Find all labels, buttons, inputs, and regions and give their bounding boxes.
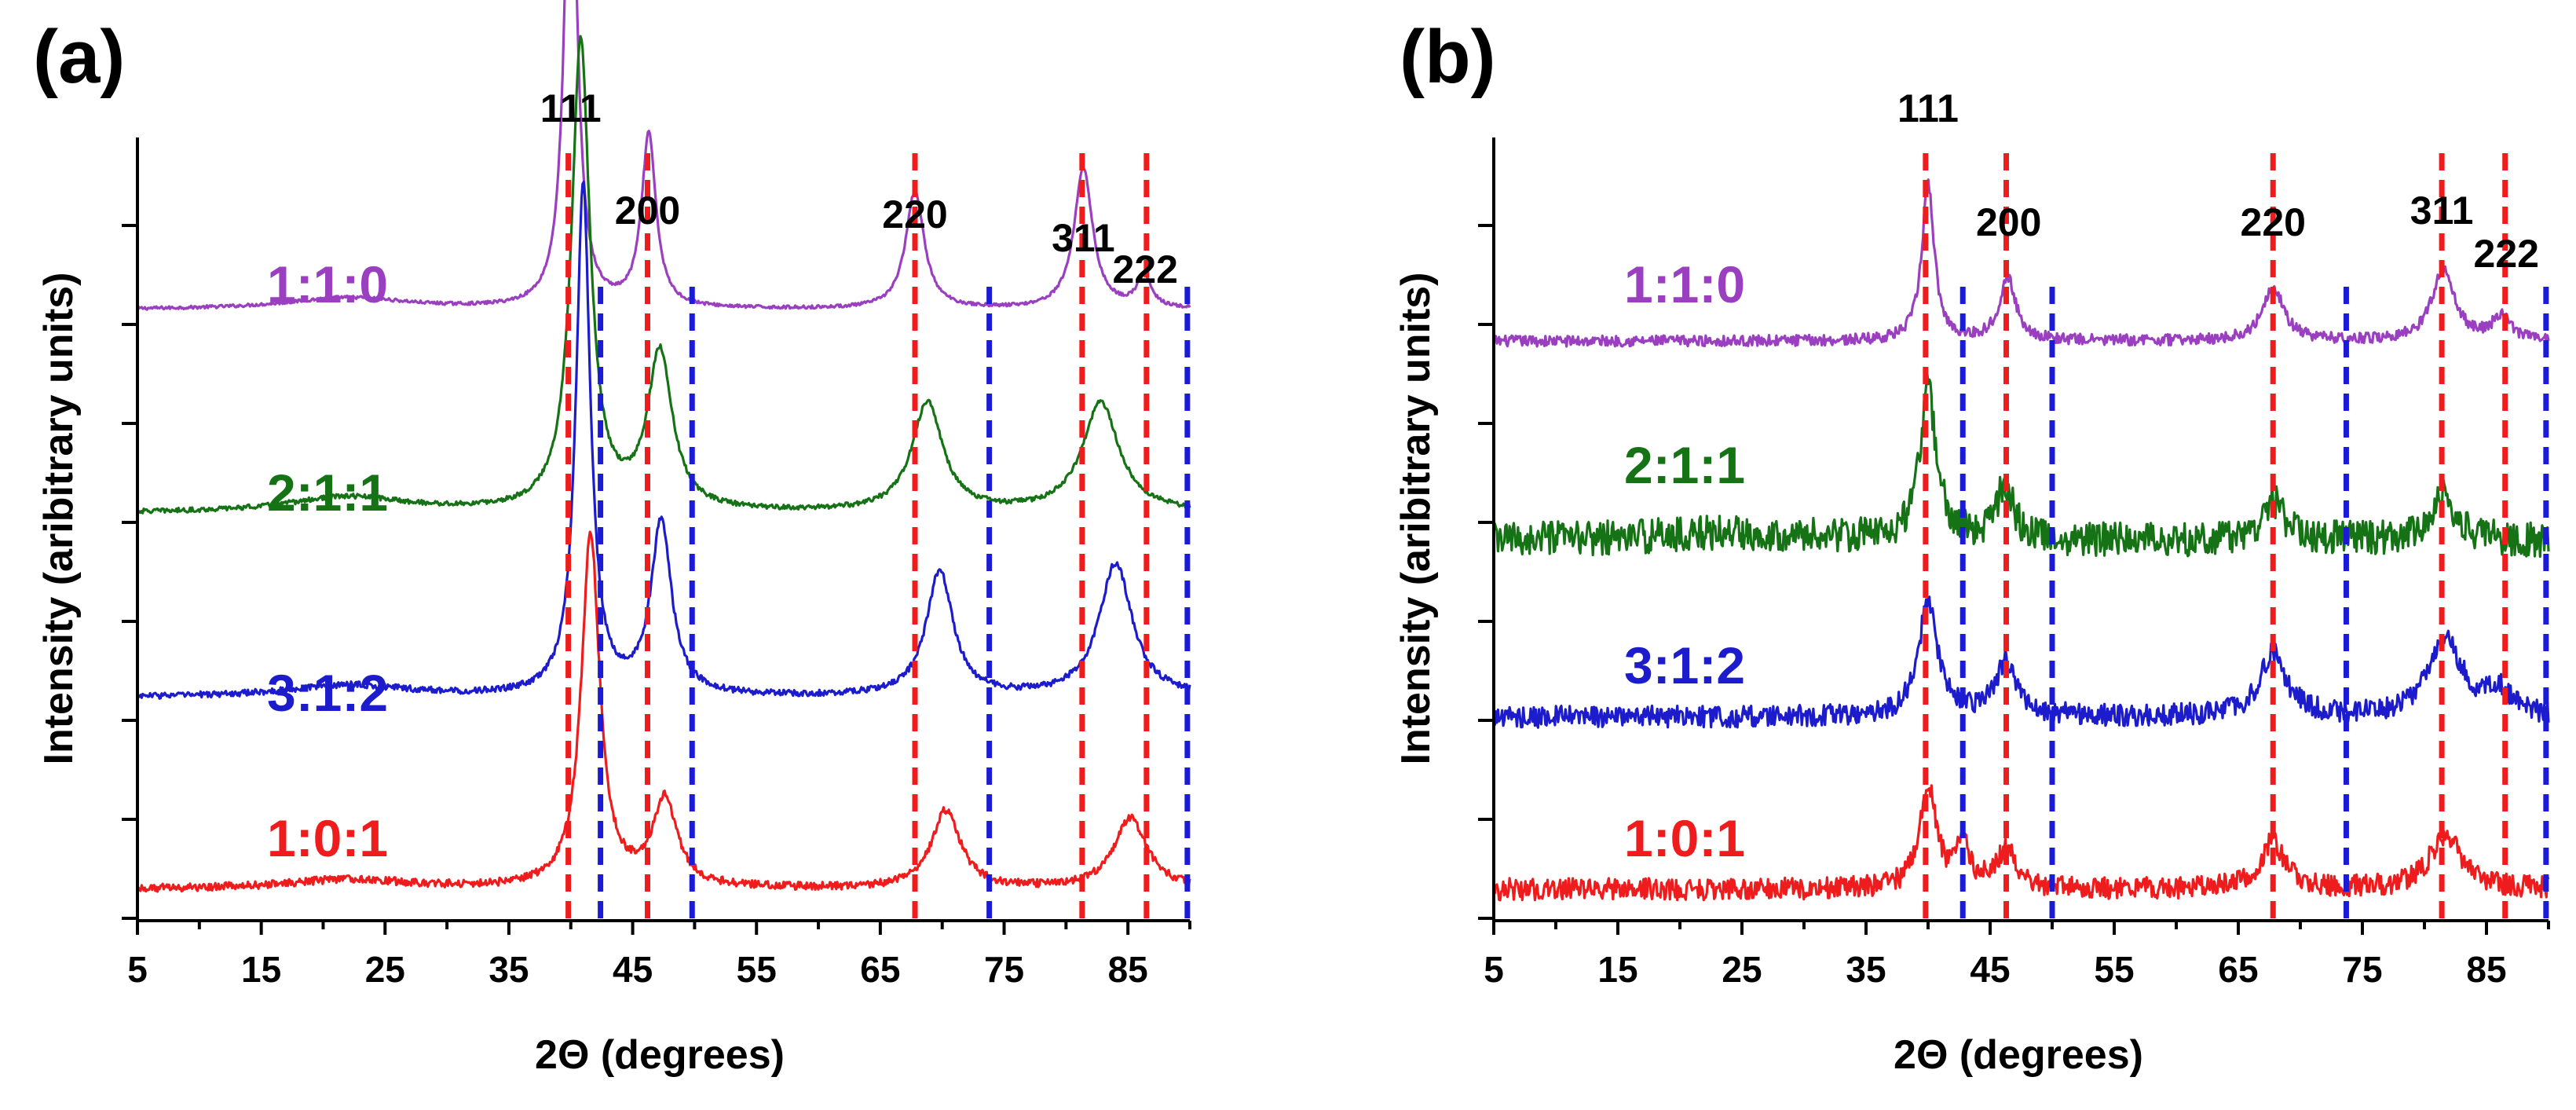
series-label-1-0-1: 1:0:1	[267, 809, 388, 867]
panel-a: (a) Intensity (aribitrary units) 2Θ (deg…	[33, 0, 1191, 1078]
panel-a-traces	[136, 0, 1191, 893]
x-tick-label: 35	[1846, 949, 1886, 990]
peak-label-111: 111	[540, 86, 602, 130]
x-tick-label: 45	[1970, 949, 2010, 990]
peak-label-311: 311	[1052, 216, 1115, 260]
series-label-3-1-2: 3:1:2	[267, 664, 388, 722]
panel-a-series-labels: 1:1:0 2:1:1 3:1:2 1:0:1	[267, 255, 388, 867]
panel-a-y-axis-title: Intensity (aribitrary units)	[36, 273, 82, 765]
x-tick-label: 25	[1722, 949, 1762, 990]
panel-b-label: (b)	[1400, 15, 1496, 99]
x-tick-label: 15	[1597, 949, 1637, 990]
peak-label-200: 200	[615, 189, 680, 233]
panel-a-axes	[136, 137, 1190, 922]
panel-a-reference-lines	[565, 153, 1191, 921]
panel-a-x-axis-title: 2Θ (degrees)	[535, 1032, 785, 1078]
panel-b-x-ticks: 5 15 25 35 45 55 65 75 85	[1484, 921, 2550, 990]
x-tick-label: 5	[127, 949, 148, 990]
series-label-3-1-2: 3:1:2	[1624, 636, 1745, 694]
trace-3-1-2	[1492, 595, 2550, 729]
series-label-2-1-1: 2:1:1	[1624, 436, 1745, 494]
trace-2-1-1	[1492, 373, 2550, 559]
panel-b-y-axis-title: Intensity (aribitrary units)	[1393, 273, 1439, 765]
panel-b-reference-lines	[1923, 153, 2549, 921]
peak-label-220: 220	[2241, 200, 2306, 244]
trace-1-0-1	[1492, 784, 2550, 902]
panel-a-peak-labels: 111 200 220 311 222	[540, 86, 1178, 291]
panel-b-axes	[1492, 137, 2549, 922]
trace-2-1-1	[136, 35, 1191, 515]
peak-label-200: 200	[1976, 200, 2041, 244]
peak-label-311: 311	[2410, 189, 2474, 233]
panel-a-x-ticks: 5 15 25 35 45 55 65 75 85	[127, 921, 1191, 990]
trace-3-1-2	[136, 181, 1191, 700]
panel-a-y-ticks	[122, 224, 137, 920]
x-tick-label: 25	[365, 949, 405, 990]
panel-b-traces	[1492, 178, 2550, 902]
peak-label-220: 220	[882, 192, 947, 236]
x-tick-label: 55	[2094, 949, 2134, 990]
panel-b-series-labels: 1:1:0 2:1:1 3:1:2 1:0:1	[1624, 255, 1745, 867]
x-tick-label: 65	[860, 949, 900, 990]
x-tick-label: 45	[613, 949, 653, 990]
x-tick-label: 85	[1108, 949, 1148, 990]
x-tick-label: 55	[737, 949, 777, 990]
series-label-1-1-0: 1:1:0	[1624, 255, 1745, 313]
panel-b-peak-labels: 111 200 220 311 222	[1897, 86, 2539, 276]
trace-1-1-0	[136, 0, 1191, 311]
x-tick-label: 5	[1484, 949, 1504, 990]
peak-label-111: 111	[1897, 86, 1959, 130]
peak-label-222: 222	[1113, 247, 1178, 291]
panel-b-y-ticks	[1478, 224, 1494, 920]
trace-1-1-0	[1492, 178, 2550, 348]
panel-b-x-axis-title: 2Θ (degrees)	[1894, 1032, 2143, 1078]
trace-1-0-1	[136, 530, 1191, 893]
x-tick-label: 85	[2466, 949, 2506, 990]
peak-label-222: 222	[2474, 232, 2539, 276]
series-label-1-0-1: 1:0:1	[1624, 809, 1745, 867]
panel-a-label: (a)	[33, 15, 125, 99]
series-label-2-1-1: 2:1:1	[267, 463, 388, 522]
x-tick-label: 15	[241, 949, 281, 990]
x-tick-label: 65	[2218, 949, 2258, 990]
x-tick-label: 75	[984, 949, 1024, 990]
series-label-1-1-0: 1:1:0	[267, 255, 388, 313]
x-tick-label: 75	[2342, 949, 2382, 990]
panel-b: (b) Intensity (aribitrary units) 2Θ (deg…	[1393, 15, 2550, 1078]
x-tick-label: 35	[488, 949, 529, 990]
